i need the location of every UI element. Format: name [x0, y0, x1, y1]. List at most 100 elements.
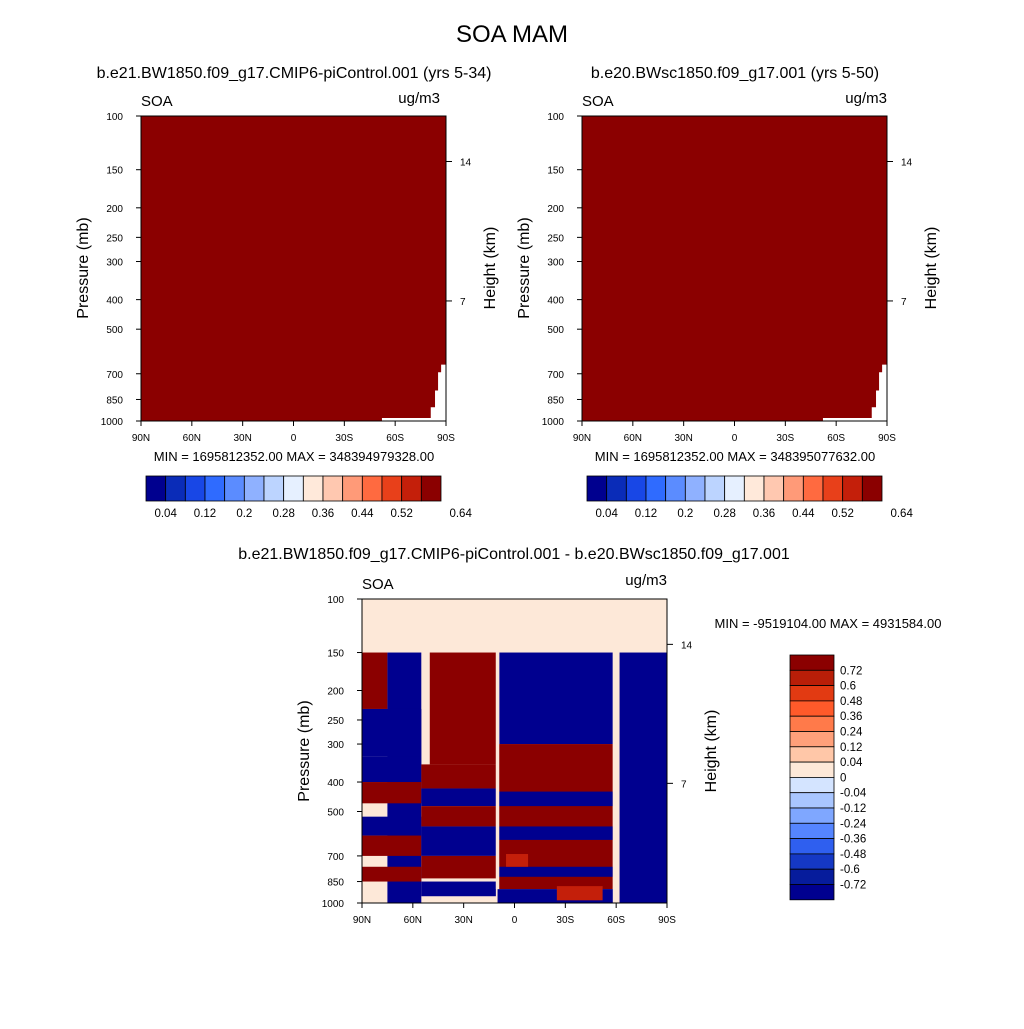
y-tick-label: 250 — [327, 716, 344, 727]
right-tick-label: 7 — [681, 779, 687, 790]
panel-3-plot-area: 90N 60N 30N 0 30S 60S 90S 100 150 200 250 300 400 500… — [322, 595, 693, 926]
panel-3-y-axis-label: Pressure (mb) — [296, 700, 313, 801]
x-tick-label: 30N — [454, 915, 472, 926]
panel-3: b.e21.BW1850.f09_g17.CMIP6-piControl.001… — [238, 546, 941, 926]
x-tick-label: 90S — [878, 433, 896, 444]
colorbar-swatch — [789, 777, 835, 794]
panel-1: b.e21.BW1850.f09_g17.CMIP6-piControl.001… — [75, 65, 499, 520]
colorbar-swatch — [361, 475, 383, 502]
y-tick-label: 150 — [327, 649, 344, 660]
colorbar-swatch — [645, 475, 667, 502]
diff-stripe — [421, 855, 496, 879]
panel-2-y-axis-label: Pressure (mb) — [516, 217, 533, 318]
panel-2: b.e20.BWsc1850.f09_g17.001 (yrs 5-50) SO… — [516, 65, 940, 520]
panel-3-units-label: ug/m3 — [625, 572, 667, 589]
x-tick-label: 30S — [556, 915, 574, 926]
x-tick-label: 90N — [573, 433, 591, 444]
diff-stripe — [362, 835, 422, 856]
diff-stripe — [421, 764, 496, 789]
colorbar-swatch — [789, 700, 835, 717]
y-tick-label: 850 — [106, 395, 123, 406]
colorbar-swatch — [789, 853, 835, 870]
diff-stripe — [362, 782, 422, 804]
colorbar-swatch — [184, 475, 206, 502]
colorbar-swatch — [625, 475, 647, 502]
panel-1-min-max: MIN = 1695812352.00 MAX = 348394979328.0… — [154, 449, 434, 464]
y-tick-label: 250 — [106, 233, 123, 244]
x-tick-label: 60N — [183, 433, 201, 444]
right-tick-label: 14 — [460, 158, 472, 169]
y-tick-label: 700 — [327, 852, 344, 863]
panel-3-subtitle: b.e21.BW1850.f09_g17.CMIP6-piControl.001… — [238, 546, 790, 563]
colorbar-label: -0.6 — [840, 864, 860, 876]
x-tick-label: 90N — [132, 433, 150, 444]
diff-stripe — [362, 866, 422, 882]
y-tick-label: 500 — [547, 325, 564, 336]
y-tick-label: 500 — [106, 325, 123, 336]
y-tick-label: 850 — [547, 395, 564, 406]
panel-2-plot-area: 90N 60N 30N 0 30S 60S 90S 100 150 200 250 300 400 500… — [542, 112, 913, 444]
diff-stripe — [506, 854, 529, 867]
diff-stripe — [556, 886, 603, 901]
y-tick-label: 400 — [547, 296, 564, 307]
y-tick-label: 250 — [547, 233, 564, 244]
colorbar-label: 0.12 — [635, 508, 657, 520]
colorbar-label: 0.04 — [595, 508, 618, 520]
colorbar-swatch — [789, 884, 835, 901]
diff-stripe — [497, 866, 613, 877]
colorbar-swatch — [302, 475, 324, 502]
colorbar-label: 0.28 — [272, 508, 294, 520]
colorbar-label: 0.36 — [312, 508, 334, 520]
panel-2-variable-label: SOA — [582, 93, 614, 110]
colorbar-swatch — [789, 761, 835, 778]
y-tick-label: 1000 — [101, 417, 124, 428]
colorbar-swatch — [802, 475, 824, 502]
y-tick-label: 200 — [106, 204, 123, 215]
panel-1-units-label: ug/m3 — [398, 90, 440, 107]
panel-3-min-max: MIN = -9519104.00 MAX = 4931584.00 — [715, 616, 942, 631]
right-tick-label: 14 — [901, 158, 913, 169]
diff-stripe — [421, 806, 496, 827]
x-tick-label: 60S — [827, 433, 845, 444]
panel-2-subtitle: b.e20.BWsc1850.f09_g17.001 (yrs 5-50) — [591, 65, 879, 82]
colorbar-swatch — [606, 475, 627, 502]
colorbar-swatch — [822, 475, 844, 502]
x-tick-label: 30S — [335, 433, 353, 444]
panel-3-right-axis-label: Height (km) — [703, 710, 720, 793]
colorbar-label: -0.36 — [840, 834, 866, 846]
soa-field — [582, 116, 887, 421]
colorbar-label: 0.72 — [840, 665, 862, 677]
y-tick-label: 300 — [547, 258, 564, 269]
colorbar-label: 0.28 — [713, 508, 735, 520]
panel-2-right-axis-label: Height (km) — [923, 227, 940, 310]
colorbar-swatch — [586, 475, 608, 502]
colorbar-label: 0.52 — [390, 508, 412, 520]
y-tick-label: 150 — [547, 166, 564, 177]
colorbar-swatch — [263, 475, 285, 502]
x-tick-label: 0 — [512, 915, 518, 926]
diff-gap — [495, 652, 500, 890]
x-tick-label: 0 — [732, 433, 738, 444]
panel-1-subtitle: b.e21.BW1850.f09_g17.CMIP6-piControl.001… — [97, 65, 492, 82]
colorbar-swatch — [789, 685, 835, 702]
diff-band — [619, 652, 667, 903]
y-tick-label: 200 — [327, 687, 344, 698]
colorbar-swatch — [704, 475, 726, 502]
panel-3-colorbar: 0.72 0.6 0.48 0.36 0.24 0.12 0.04 0 -0.04 -0.12 -0… — [789, 654, 867, 901]
diff-stripe — [421, 826, 496, 856]
colorbar-label: 0.12 — [840, 742, 862, 754]
diff-stripe — [362, 816, 422, 836]
diff-band — [362, 652, 388, 709]
colorbar-label: -0.12 — [840, 803, 866, 815]
colorbar-label: 0.44 — [792, 508, 815, 520]
diff-stripe — [497, 791, 613, 807]
colorbar-label: 0.64 — [449, 508, 472, 520]
y-tick-label: 300 — [106, 258, 123, 269]
panel-2-min-max: MIN = 1695812352.00 MAX = 348395077632.0… — [595, 449, 875, 464]
colorbar-swatch — [789, 792, 835, 809]
diff-gap — [612, 652, 618, 890]
colorbar-swatch — [789, 868, 835, 885]
colorbar-swatch — [420, 475, 442, 502]
diff-stripe — [421, 881, 496, 897]
panel-1-plot-area: 90N 60N 30N 0 30S 60S 90S 100 150 200 250 300 400 500… — [101, 112, 472, 444]
